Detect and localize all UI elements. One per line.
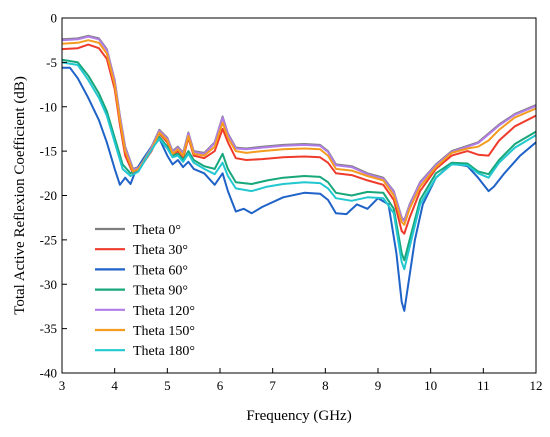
x-tick-label: 12: [530, 378, 543, 393]
series-line-5: [61, 39, 537, 226]
ticks-layer: 3 4 5 6 7 8 9 10 11 12 0 -5 -10 -15 -20 -25 -30 -35 -40: [40, 11, 543, 394]
series-line-6: [61, 61, 537, 271]
y-tick-label: -15: [40, 144, 57, 159]
legend-label: Theta 0°: [133, 223, 181, 238]
y-tick-label: -10: [40, 99, 57, 114]
x-axis-title: Frequency (GHz): [246, 408, 351, 424]
series-line-0: [61, 34, 537, 222]
y-tick-label: -40: [40, 366, 57, 381]
legend-label: Theta 30°: [133, 243, 188, 258]
legend-label: Theta 60°: [133, 263, 188, 278]
x-tick-label: 4: [111, 378, 118, 393]
series-line-1: [61, 43, 537, 235]
x-tick-label: 11: [477, 378, 490, 393]
y-tick-label: 0: [51, 11, 58, 26]
x-tick-label: 5: [164, 378, 171, 393]
y-tick-label: -35: [40, 321, 57, 336]
legend-label: Theta 150°: [133, 324, 195, 339]
x-tick-label: 7: [269, 378, 276, 393]
x-tick-label: 9: [375, 378, 382, 393]
x-tick-label: 8: [322, 378, 329, 393]
series-line-2: [62, 66, 537, 312]
legend-label: Theta 180°: [133, 344, 195, 359]
y-tick-label: -30: [40, 277, 57, 292]
y-axis-title: Total Active Reflexion Coefficient (dB): [12, 76, 28, 315]
x-tick-label: 3: [59, 378, 66, 393]
y-tick-label: -5: [46, 55, 57, 70]
plot-frame: [61, 17, 537, 374]
legend-label: Theta 120°: [133, 304, 195, 319]
legend: Theta 0° Theta 30° Theta 60° Theta 90° Theta…: [95, 223, 195, 359]
series-layer: [61, 34, 537, 312]
y-tick-label: -25: [40, 232, 57, 247]
legend-label: Theta 90°: [133, 284, 188, 299]
y-tick-label: -20: [40, 188, 57, 203]
x-tick-label: 10: [424, 378, 437, 393]
x-tick-label: 6: [217, 378, 224, 393]
